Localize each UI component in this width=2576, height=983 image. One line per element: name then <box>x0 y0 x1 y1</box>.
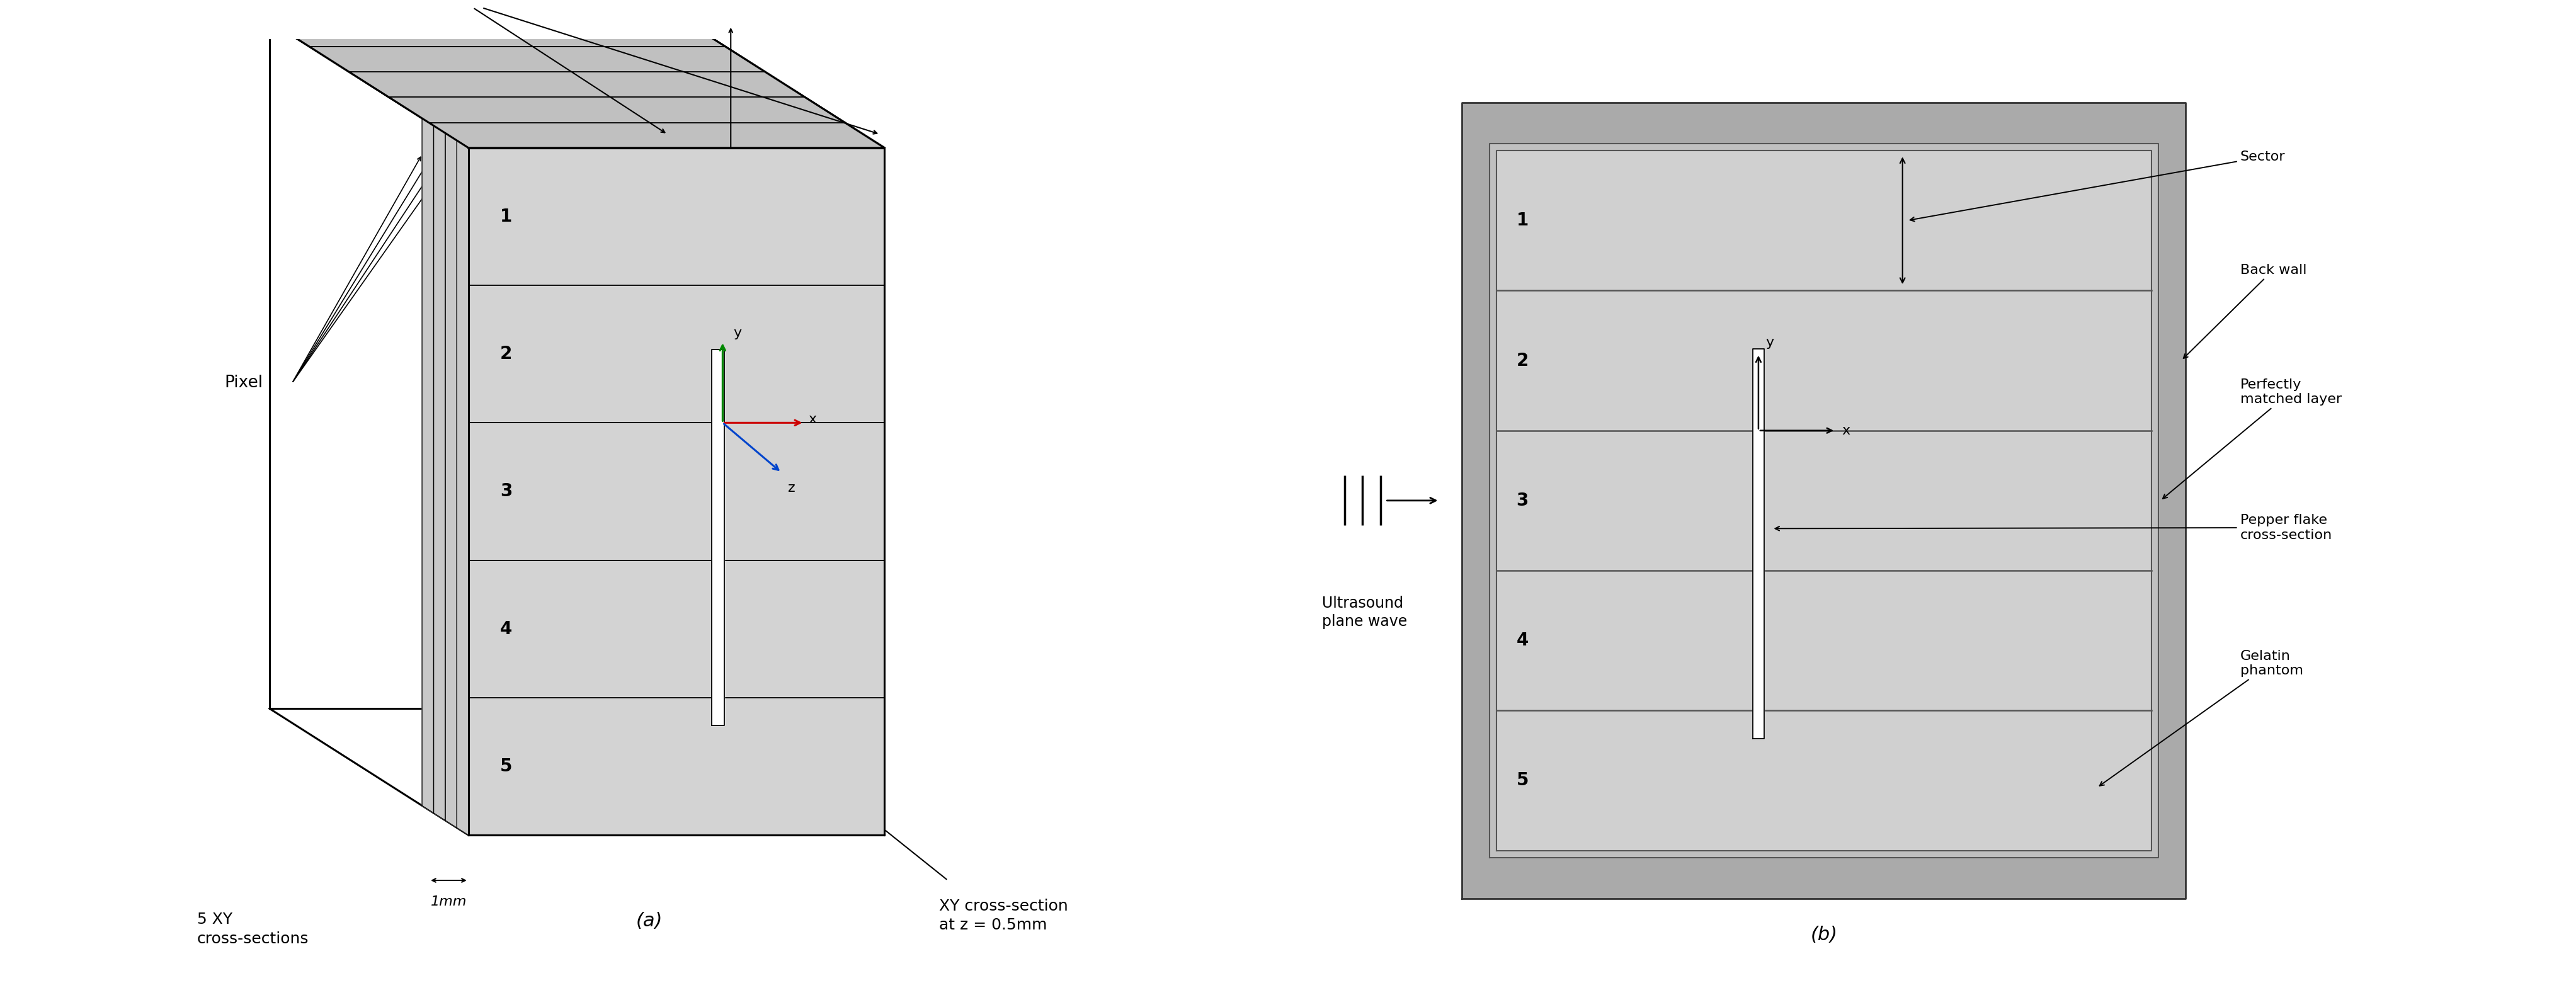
Polygon shape <box>1497 711 2151 850</box>
Text: 3: 3 <box>500 483 513 500</box>
Text: Pixel: Pixel <box>224 375 263 391</box>
Polygon shape <box>711 350 724 725</box>
Text: 5: 5 <box>500 758 513 776</box>
Text: Gelatin
phantom: Gelatin phantom <box>2099 650 2303 785</box>
Text: Perfectly
matched layer: Perfectly matched layer <box>2161 378 2342 498</box>
Text: 2: 2 <box>1517 352 1528 370</box>
Polygon shape <box>422 118 433 813</box>
Polygon shape <box>1489 144 2159 858</box>
Text: (b): (b) <box>1811 925 1837 944</box>
Polygon shape <box>1497 150 2151 291</box>
Polygon shape <box>433 126 446 821</box>
Text: 5 XY
cross-sections: 5 XY cross-sections <box>196 912 309 947</box>
Polygon shape <box>1497 150 2151 850</box>
Polygon shape <box>1497 570 2151 711</box>
Text: y: y <box>734 327 742 339</box>
Text: Ultrasound
plane wave: Ultrasound plane wave <box>1321 596 1406 629</box>
Text: z: z <box>788 482 796 494</box>
Polygon shape <box>1752 349 1765 738</box>
Text: XY cross-section
at z = 0.5mm: XY cross-section at z = 0.5mm <box>938 898 1066 933</box>
Text: y: y <box>1765 336 1772 349</box>
Text: x: x <box>809 413 817 426</box>
Polygon shape <box>456 141 469 836</box>
Polygon shape <box>1461 102 2184 898</box>
Polygon shape <box>1497 431 2151 570</box>
Text: 4: 4 <box>500 620 513 638</box>
Text: 3: 3 <box>1517 492 1528 509</box>
Polygon shape <box>270 22 884 147</box>
Text: 4: 4 <box>1517 632 1528 650</box>
Text: 1mm: 1mm <box>430 896 466 908</box>
Text: (a): (a) <box>636 912 662 930</box>
Text: 1: 1 <box>1517 211 1528 229</box>
Text: x: x <box>1842 425 1850 436</box>
Text: Pepper flake
cross-section: Pepper flake cross-section <box>1775 514 2331 542</box>
Text: Back wall: Back wall <box>2182 263 2306 359</box>
Polygon shape <box>446 133 456 828</box>
Polygon shape <box>1497 291 2151 431</box>
Text: 5 mm: 5 mm <box>744 421 788 435</box>
Text: 2: 2 <box>500 345 513 363</box>
Text: Sector: Sector <box>1909 150 2285 221</box>
Text: 5: 5 <box>1517 772 1528 789</box>
Polygon shape <box>469 147 884 836</box>
Text: 1: 1 <box>500 207 513 225</box>
